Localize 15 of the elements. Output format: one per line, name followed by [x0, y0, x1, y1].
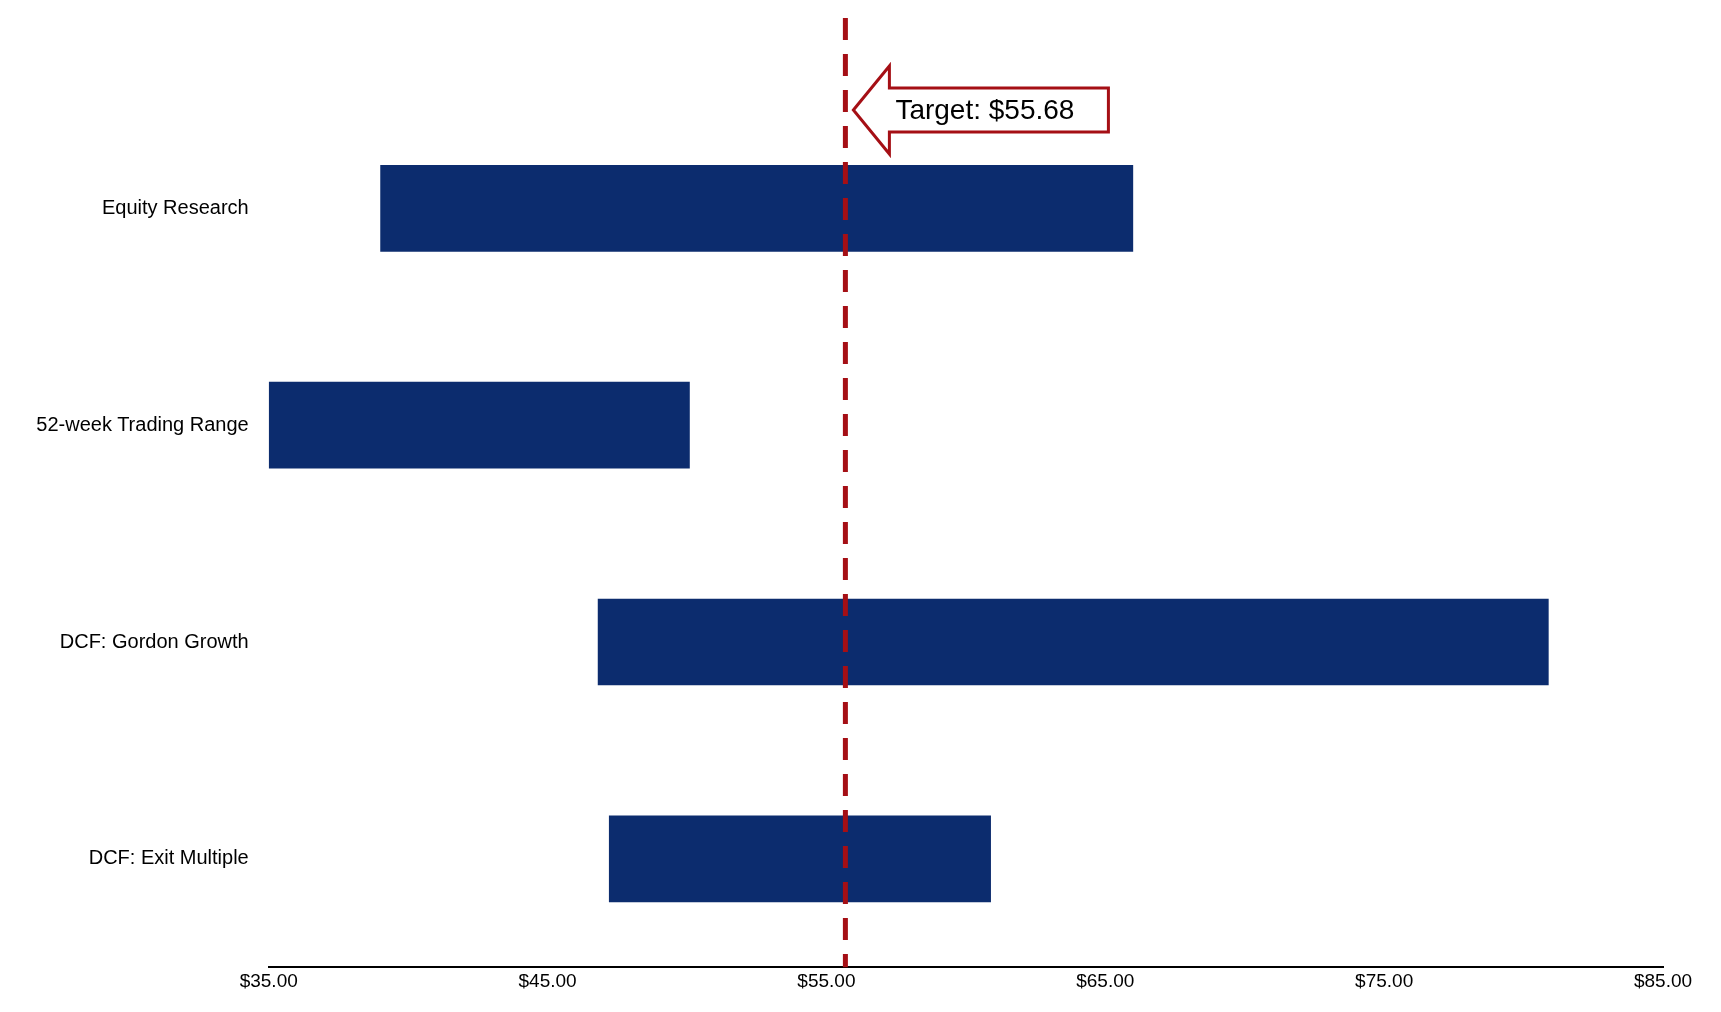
y-tick-label: 52-week Trading Range — [36, 412, 249, 435]
x-tick-label: $35.00 — [239, 969, 298, 991]
bar — [268, 381, 690, 469]
y-tick-label: DCF: Gordon Growth — [59, 629, 249, 652]
y-tick-label: Equity Research — [101, 195, 249, 218]
y-tick-label: DCF: Exit Multiple — [88, 846, 249, 869]
x-tick-label: $65.00 — [1076, 969, 1135, 991]
x-tick-label: $55.00 — [797, 969, 856, 991]
bar — [380, 165, 1134, 252]
x-tick-label: $45.00 — [518, 969, 577, 991]
x-tick-label: $85.00 — [1633, 969, 1693, 991]
bar — [597, 598, 1549, 686]
ref-line-label: Target: $55.68 — [895, 93, 1075, 125]
bar — [608, 815, 991, 903]
x-tick-label: $75.00 — [1355, 969, 1414, 991]
